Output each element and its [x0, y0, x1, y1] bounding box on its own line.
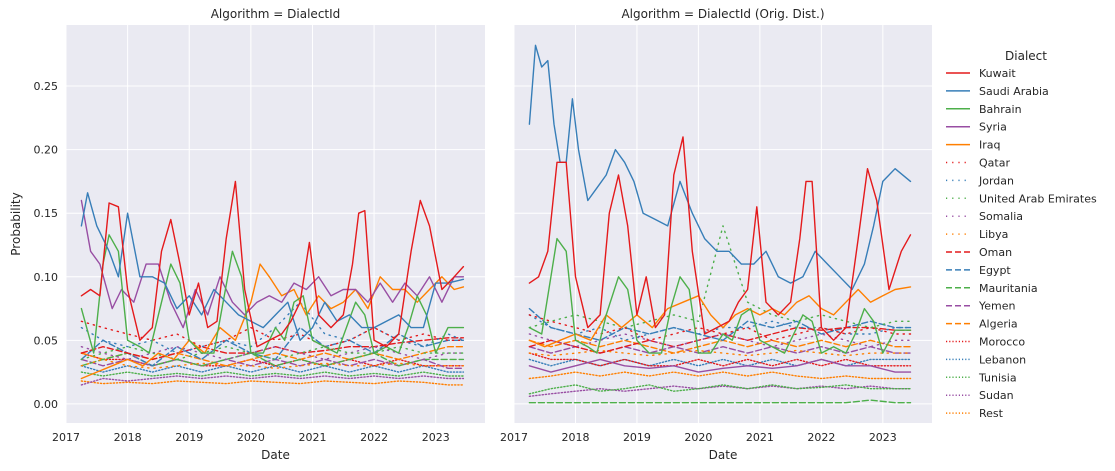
series-line-morocco — [528, 352, 912, 367]
series-line-oman — [80, 337, 465, 361]
series-line-tunisia — [80, 371, 465, 377]
legend-label-tunisia: Tunisia — [978, 371, 1017, 384]
left-panel-x-axis-label: Date — [261, 448, 290, 462]
x-tick-label: 2020 — [684, 431, 712, 444]
legend: Dialect Kuwait Saudi Arabia Bahrain Syria Ir… — [946, 49, 1097, 420]
left-panel-grid — [65, 25, 485, 423]
legend-label-syria: Syria — [979, 121, 1007, 134]
series-line-sudan — [528, 385, 912, 397]
legend-items: Kuwait Saudi Arabia Bahrain Syria Iraq Qatar J… — [946, 67, 1097, 420]
legend-label-lebanon: Lebanon — [979, 353, 1026, 366]
y-tick-label: 0.05 — [34, 334, 59, 347]
y-tick-label: 0.20 — [34, 144, 59, 157]
series-line-syria — [80, 199, 465, 329]
series-line-sudan — [80, 375, 465, 386]
right-panel-x-axis-label: Date — [709, 448, 738, 462]
x-tick-label: 2017 — [52, 431, 80, 444]
right-panel-background — [514, 25, 932, 423]
legend-label-saudi-arabia: Saudi Arabia — [979, 85, 1049, 98]
x-tick-label: 2018 — [114, 431, 142, 444]
x-tick-label: 2018 — [561, 431, 589, 444]
series-line-somalia — [80, 346, 465, 361]
left-panel-x-ticks: 2017 2018 2019 2020 2021 2022 2023 — [52, 431, 450, 444]
left-panel-y-ticks: 0.00 0.05 0.10 0.15 0.20 0.25 — [34, 80, 59, 411]
right-panel-title: Algorithm = DialectId (Orig. Dist.) — [621, 7, 824, 21]
legend-label-egypt: Egypt — [979, 264, 1011, 277]
series-line-mauritania — [528, 399, 912, 404]
series-line-saudi-arabia — [528, 44, 912, 291]
x-tick-label: 2019 — [175, 431, 203, 444]
series-line-bahrain — [528, 237, 912, 354]
legend-label-kuwait: Kuwait — [979, 67, 1016, 80]
left-panel-background — [66, 25, 485, 423]
legend-label-yemen: Yemen — [978, 300, 1016, 313]
series-line-rest — [528, 371, 912, 380]
right-panel: 2017 2018 2019 2020 2021 2022 2023 Algorithm =… — [500, 7, 932, 462]
x-tick-label: 2022 — [807, 431, 835, 444]
y-tick-label: 0.25 — [34, 80, 59, 93]
legend-label-morocco: Morocco — [979, 336, 1025, 349]
series-line-libya — [528, 349, 912, 357]
series-line-libya — [80, 358, 465, 369]
x-tick-label: 2021 — [746, 431, 774, 444]
y-tick-label: 0.10 — [34, 271, 59, 284]
x-tick-label: 2017 — [500, 431, 528, 444]
legend-label-oman: Oman — [979, 246, 1012, 259]
x-tick-label: 2020 — [237, 431, 265, 444]
series-line-egypt — [80, 326, 465, 367]
x-tick-label: 2023 — [422, 431, 450, 444]
y-tick-label: 0.00 — [34, 398, 59, 411]
series-line-rest — [80, 380, 465, 386]
legend-label-mauritania: Mauritania — [979, 282, 1038, 295]
legend-label-iraq: Iraq — [979, 139, 1001, 152]
series-line-kuwait — [528, 136, 912, 341]
legend-label-sudan: Sudan — [979, 389, 1014, 402]
right-panel-lines — [528, 44, 912, 404]
right-panel-grid — [513, 25, 932, 423]
legend-label-somalia: Somalia — [979, 210, 1023, 223]
series-line-saudi-arabia — [80, 192, 465, 341]
y-tick-label: 0.15 — [34, 207, 59, 220]
series-line-tunisia — [528, 384, 912, 395]
left-panel-lines — [80, 180, 465, 386]
x-tick-label: 2022 — [360, 431, 388, 444]
series-line-syria — [528, 358, 912, 373]
legend-label-rest: Rest — [979, 407, 1004, 420]
left-panel-title: Algorithm = DialectId — [211, 7, 341, 21]
legend-label-jordan: Jordan — [978, 174, 1014, 187]
x-tick-label: 2021 — [298, 431, 326, 444]
right-panel-x-ticks: 2017 2018 2019 2020 2021 2022 2023 — [500, 431, 897, 444]
series-line-united-arab-emirates — [80, 346, 465, 361]
x-tick-label: 2019 — [623, 431, 651, 444]
series-line-egypt — [528, 307, 912, 341]
y-axis-label: Probability — [9, 192, 23, 255]
left-panel: 2017 2018 2019 2020 2021 2022 2023 0.00 0.05 0.1… — [9, 7, 485, 462]
legend-label-united-arab-emirates: United Arab Emirates — [979, 192, 1097, 205]
legend-label-algeria: Algeria — [979, 318, 1018, 331]
x-tick-label: 2023 — [869, 431, 897, 444]
legend-label-qatar: Qatar — [979, 157, 1010, 170]
series-line-lebanon — [80, 365, 465, 373]
legend-title: Dialect — [1005, 49, 1047, 63]
series-line-kuwait — [80, 180, 465, 348]
legend-label-bahrain: Bahrain — [979, 103, 1022, 116]
series-line-united-arab-emirates — [528, 225, 912, 329]
legend-label-libya: Libya — [979, 228, 1008, 241]
